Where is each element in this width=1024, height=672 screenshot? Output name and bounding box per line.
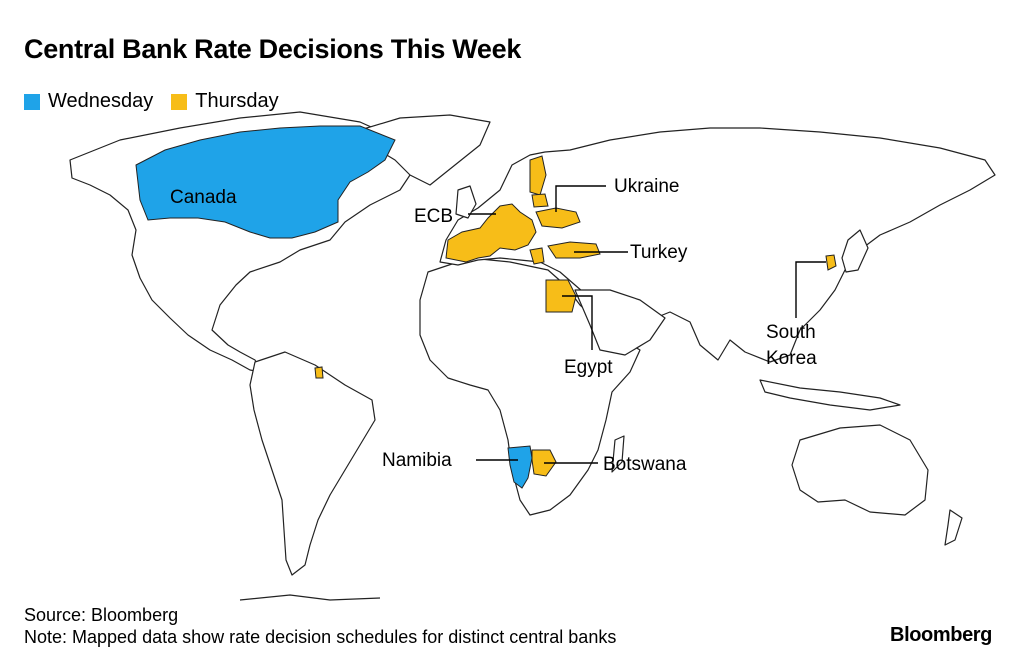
ukraine-leader — [555, 185, 606, 212]
finland-region — [529, 155, 547, 196]
egypt-leader — [562, 295, 593, 350]
egypt-region — [545, 279, 577, 313]
legend: Wednesday Thursday — [24, 90, 297, 113]
label-ecb: ECB — [414, 206, 453, 227]
label-south-korea-line1: South — [766, 322, 816, 343]
label-south-korea-line2: Korea — [766, 348, 817, 369]
australia — [791, 424, 929, 516]
source-text: Source: Bloomberg — [24, 605, 179, 625]
legend-swatch-thursday — [171, 93, 188, 110]
japan — [841, 229, 869, 273]
legend-label-thursday: Thursday — [195, 90, 279, 112]
south-korea-leader — [795, 261, 826, 318]
antarctica-edge — [239, 594, 381, 601]
arabian-peninsula — [574, 289, 666, 356]
indonesia-islands — [759, 379, 901, 411]
thursday-countries — [314, 155, 837, 477]
canada-region — [135, 125, 396, 239]
label-ukraine: Ukraine — [614, 176, 679, 197]
bloomberg-logo: Bloomberg — [890, 624, 992, 646]
legend-label-wednesday: Wednesday — [48, 90, 154, 112]
legend-item-wednesday: Wednesday — [24, 90, 153, 113]
label-egypt: Egypt — [564, 357, 613, 378]
madagascar — [611, 435, 625, 473]
greece-region — [529, 247, 545, 265]
greenland — [359, 114, 491, 186]
south-korea-region — [825, 254, 837, 271]
footer-notes: Source: Bloomberg Note: Mapped data show… — [24, 604, 616, 648]
baltic-region — [531, 193, 549, 208]
euro-area-region — [445, 203, 537, 263]
label-turkey: Turkey — [630, 242, 688, 263]
turkey-region — [547, 241, 601, 259]
label-namibia: Namibia — [382, 450, 452, 471]
wednesday-countries — [135, 125, 533, 489]
note-text: Note: Mapped data show rate decision sch… — [24, 627, 617, 647]
label-botswana: Botswana — [603, 454, 687, 475]
leader-lines — [468, 185, 826, 464]
legend-swatch-wednesday — [24, 93, 40, 110]
new-zealand — [944, 509, 963, 546]
south-america — [249, 351, 376, 576]
label-canada: Canada — [170, 187, 237, 208]
suriname-region — [314, 366, 324, 379]
namibia-region — [507, 445, 533, 489]
chart-title: Central Bank Rate Decisions This Week — [24, 34, 522, 64]
legend-item-thursday: Thursday — [171, 90, 279, 113]
great-britain — [455, 185, 477, 219]
